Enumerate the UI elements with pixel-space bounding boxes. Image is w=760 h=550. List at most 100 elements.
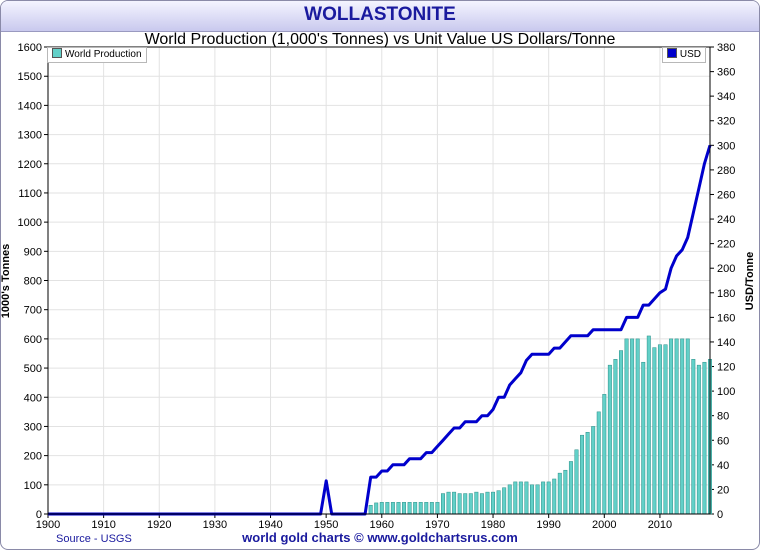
y-tick-label-left: 1500	[18, 71, 42, 83]
x-tick-label: 1920	[147, 519, 171, 531]
y-tick-label-right: 80	[717, 411, 729, 423]
y-tick-label-right: 140	[717, 337, 735, 349]
y-tick-label-right: 20	[717, 484, 729, 496]
production-bar	[652, 347, 657, 515]
production-bar	[552, 478, 557, 515]
production-bar	[507, 484, 512, 515]
production-bar	[591, 426, 596, 515]
y-tick-label-right: 0	[717, 509, 723, 521]
production-bar	[479, 493, 484, 515]
y-tick-label-left: 600	[24, 334, 42, 346]
legend-label-usd: USD	[679, 49, 701, 60]
production-bar	[619, 350, 623, 515]
production-bar	[513, 481, 518, 515]
production-bar	[452, 491, 457, 515]
y-tick-label-right: 220	[717, 239, 735, 251]
legend-right: USD	[661, 47, 706, 63]
y-tick-label-right: 60	[717, 435, 729, 447]
production-bar	[402, 502, 407, 515]
production-bar	[563, 469, 568, 515]
y-tick-label-left: 200	[24, 451, 42, 463]
production-bar	[624, 338, 629, 515]
production-bar	[568, 461, 573, 515]
y-tick-label-right: 240	[717, 214, 735, 226]
production-bar	[635, 338, 640, 515]
production-bar	[424, 502, 429, 515]
production-bar	[696, 364, 701, 515]
source-note: Source - USGS	[56, 533, 132, 545]
y-tick-label-right: 40	[717, 460, 729, 472]
y-tick-label-left: 400	[24, 392, 42, 404]
production-bar	[463, 493, 468, 515]
production-bar	[368, 504, 373, 515]
production-bar	[580, 434, 585, 515]
y-tick-label-left: 300	[24, 421, 42, 433]
x-tick-label: 1900	[36, 519, 60, 531]
y-tick-label-right: 320	[717, 116, 735, 128]
production-bar	[702, 361, 707, 515]
y-tick-label-right: 120	[717, 362, 735, 374]
legend-label-production: World Production	[65, 49, 142, 60]
y-tick-label-left: 800	[24, 276, 42, 288]
plot-border	[47, 46, 711, 515]
y-tick-label-right: 360	[717, 67, 735, 79]
legend-swatch-usd	[666, 48, 677, 58]
production-bar	[663, 344, 668, 515]
chart-subtitle: World Production (1,000's Tonnes) vs Uni…	[144, 31, 616, 48]
y-tick-label-right: 300	[717, 140, 735, 152]
production-bar	[685, 338, 690, 515]
production-bar	[669, 338, 674, 515]
production-bar	[530, 484, 534, 515]
production-bar	[457, 493, 462, 515]
production-bar	[491, 491, 496, 515]
y-tick-label-left: 100	[24, 480, 42, 492]
production-bar	[502, 487, 507, 515]
y-tick-label-left: 900	[24, 246, 42, 258]
production-bar	[607, 364, 612, 515]
y-axis-title-left: 1000's Tonnes	[1, 244, 12, 319]
x-tick-label: 2010	[648, 519, 672, 531]
production-bar	[657, 344, 662, 515]
x-tick-label: 2000	[592, 519, 616, 531]
production-bar	[468, 493, 473, 515]
production-bar	[441, 493, 445, 515]
production-bar	[674, 338, 679, 515]
y-tick-label-left: 1400	[18, 100, 42, 112]
chart-title: WOLLASTONITE	[304, 4, 456, 25]
legend-left: World Production	[47, 47, 147, 63]
production-bar	[585, 432, 590, 515]
production-bar	[518, 481, 523, 515]
production-bar	[535, 484, 540, 515]
production-bar	[446, 491, 451, 515]
production-bar	[374, 502, 379, 515]
production-bar	[418, 502, 423, 515]
production-bar	[630, 338, 635, 515]
y-tick-label-left: 1300	[18, 130, 42, 142]
production-bar	[546, 481, 551, 515]
production-bar	[407, 502, 412, 515]
production-bar	[429, 502, 434, 515]
x-tick-label: 1910	[91, 519, 115, 531]
production-bar	[596, 411, 601, 515]
production-bar	[379, 502, 384, 515]
x-tick-label: 1970	[425, 519, 449, 531]
y-tick-label-left: 1000	[18, 217, 42, 229]
production-bar	[557, 472, 562, 515]
y-axis-title-right: USD/Tonne	[744, 252, 756, 310]
production-bar	[390, 502, 395, 515]
legend-swatch-production	[52, 48, 62, 58]
y-tick-label-right: 180	[717, 288, 735, 300]
production-bar	[691, 359, 696, 515]
title-bar: WOLLASTONITE	[1, 1, 759, 32]
production-bar	[680, 338, 685, 515]
y-tick-label-right: 380	[717, 42, 735, 54]
production-bar	[613, 359, 618, 515]
y-tick-label-left: 500	[24, 363, 42, 375]
production-bar	[385, 502, 390, 515]
y-tick-label-left: 1100	[18, 188, 42, 200]
y-tick-label-right: 160	[717, 312, 735, 324]
y-tick-label-left: 0	[36, 509, 42, 521]
x-tick-label: 1980	[481, 519, 505, 531]
